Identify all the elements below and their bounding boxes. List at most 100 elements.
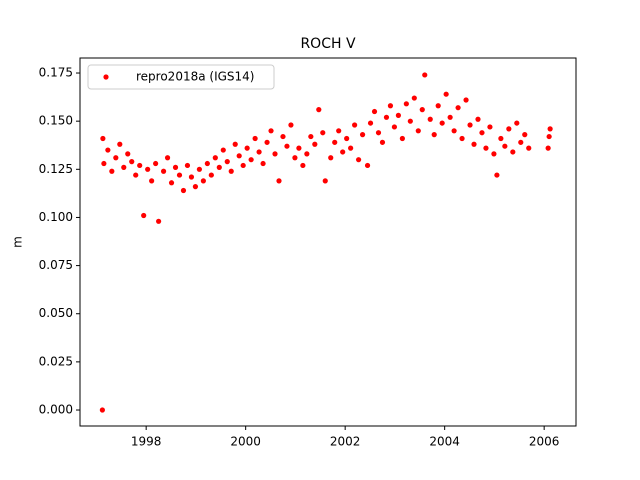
data-point [264,139,270,145]
data-point [545,145,551,151]
data-point [348,145,354,151]
data-point [272,151,278,157]
data-point [248,157,254,163]
y-tick-label: 0.000 [39,403,73,417]
data-point [105,147,111,153]
data-point [518,139,524,145]
y-tick-label: 0.075 [39,258,73,272]
data-point [522,132,528,138]
data-point [172,164,179,170]
data-point [160,168,167,174]
data-point [479,130,485,136]
plot-area [99,72,553,413]
x-tick-label: 2000 [230,435,261,449]
data-point [387,103,394,109]
data-point [188,174,195,180]
y-tick-label: 0.100 [39,210,73,224]
data-point [101,160,107,167]
data-point [431,132,437,138]
data-point [328,155,334,161]
data-point [125,151,131,157]
data-point [149,178,155,184]
y-tick-label: 0.050 [39,306,73,320]
data-point [208,172,214,178]
data-point [133,172,139,178]
data-point [304,151,310,157]
data-point [498,135,504,142]
data-point [336,128,342,134]
data-point [260,160,266,167]
data-point [419,107,425,113]
data-point [391,124,398,130]
data-point [224,159,230,165]
data-point [395,112,401,118]
data-point [153,160,159,167]
data-point [435,103,441,109]
data-point [526,145,532,151]
data-point [427,116,433,122]
data-point [176,172,183,178]
data-point [443,91,449,97]
data-point [451,128,457,134]
data-point [156,218,162,224]
legend-marker [103,74,109,80]
data-point [364,162,371,169]
data-point [475,116,481,122]
data-point [375,130,382,136]
data-point [312,141,318,147]
data-point [168,180,175,186]
data-point [506,126,512,132]
data-point [467,122,473,128]
data-point [113,155,119,161]
data-point [352,122,358,128]
data-point [204,160,210,167]
data-point [244,145,250,151]
data-point [422,72,428,78]
data-point [252,135,258,142]
data-point [300,162,306,169]
data-point [236,153,242,159]
data-point [145,166,151,172]
y-tick-label: 0.150 [39,114,73,128]
data-point [192,184,199,190]
x-tick-label: 2006 [529,435,560,449]
data-point [121,164,127,170]
data-point [487,124,493,130]
data-point [109,168,115,174]
axes-frame [79,57,577,427]
legend-label: repro2018a (IGS14) [136,70,254,84]
data-point [367,120,374,126]
data-point [320,130,326,136]
data-point [117,141,123,147]
data-point [455,105,461,111]
data-point [491,151,497,157]
data-point [296,145,302,151]
data-point [100,135,106,142]
data-point [228,168,234,174]
x-tick-label: 2004 [429,435,460,449]
data-point [268,128,274,134]
data-point [355,157,362,163]
data-point [459,135,465,142]
x-tick-label: 2002 [330,435,361,449]
data-point [359,132,366,138]
data-point [280,133,286,140]
data-point [216,164,222,170]
legend: repro2018a (IGS14) [87,64,275,90]
legend-frame [87,64,275,90]
data-point [407,118,413,124]
data-point [411,95,417,101]
data-point [212,155,218,161]
data-point [514,120,520,126]
data-point [240,162,246,169]
data-point [447,114,453,120]
data-point [141,212,147,219]
data-point [256,149,262,155]
data-point [220,147,226,153]
data-point [439,120,445,126]
data-point [483,145,489,151]
data-point [164,155,171,161]
y-tick-label: 0.175 [39,66,73,80]
data-point [403,101,409,107]
